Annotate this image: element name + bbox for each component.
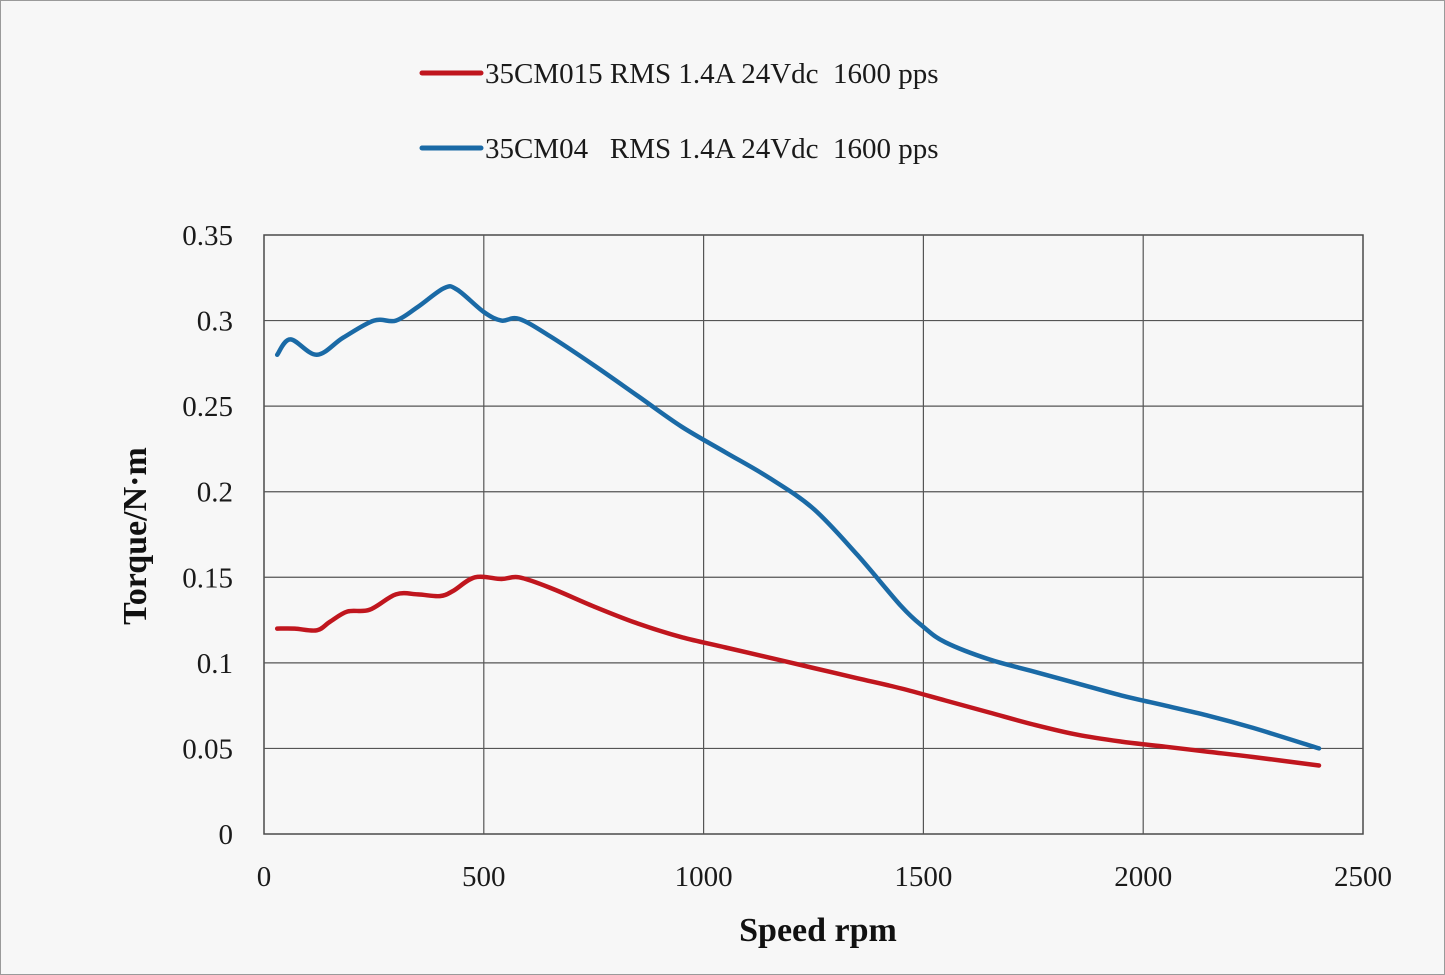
series-line-2: [274, 284, 1322, 751]
y-tick-label: 0.05: [182, 733, 233, 765]
series-layer: [274, 284, 1322, 768]
y-tick-label: 0.35: [182, 220, 233, 252]
x-tick-label: 2500: [1334, 861, 1392, 893]
plot-area: [263, 234, 1364, 835]
y-axis-title: Torque/N·m: [117, 447, 154, 625]
x-tick-label: 1500: [894, 861, 952, 893]
y-tick-label: 0.25: [182, 391, 233, 423]
y-tick-label: 0.1: [197, 648, 233, 680]
x-tick-label: 500: [462, 861, 506, 893]
x-tick-label: 1000: [675, 861, 733, 893]
x-tick-label: 0: [257, 861, 272, 893]
legend: 35CM015 RMS 1.4A 24Vdc 1600 pps 35CM04 RM…: [419, 58, 939, 165]
y-tick-label: 0.2: [197, 477, 233, 509]
grid: [263, 234, 1364, 835]
tick-labels: 0 500 1000 1500 2000 2500 0 0.05 0.1 0.15 0.2 0.25 0…: [182, 220, 1392, 893]
legend-label-1: 35CM015 RMS 1.4A 24Vdc 1600 pps: [485, 58, 939, 90]
legend-label-2: 35CM04 RMS 1.4A 24Vdc 1600 pps: [485, 133, 939, 165]
y-tick-label: 0.3: [197, 306, 233, 338]
series-line-1: [274, 574, 1322, 768]
x-axis-title: Speed rpm: [739, 912, 897, 949]
y-tick-label: 0: [219, 819, 234, 851]
y-tick-label: 0.15: [182, 562, 233, 594]
x-tick-label: 2000: [1114, 861, 1172, 893]
